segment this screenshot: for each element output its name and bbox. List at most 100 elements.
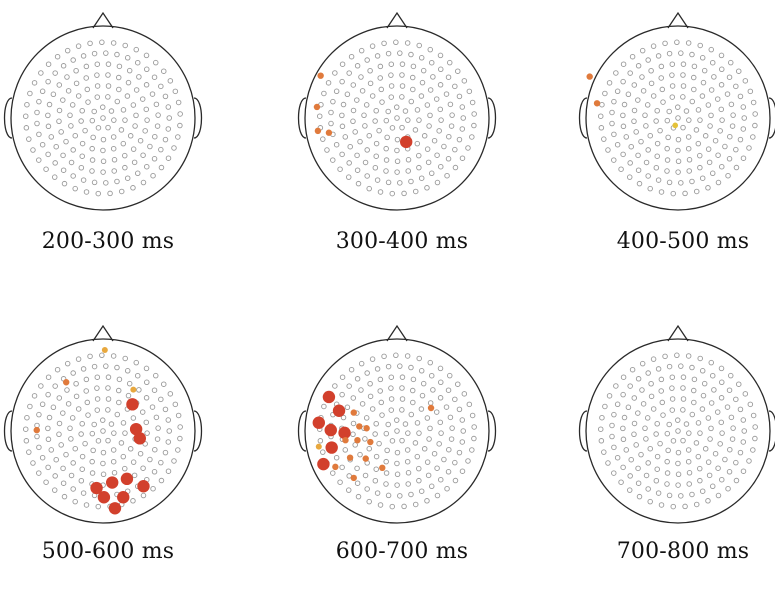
electrode (372, 431, 378, 437)
electrode (427, 425, 433, 432)
electrode (750, 447, 756, 453)
electrode (50, 404, 57, 411)
significant-electrode-medium (427, 404, 435, 412)
electrode (685, 447, 692, 453)
electrode (115, 74, 122, 81)
electrode (65, 88, 72, 94)
electrode (339, 123, 346, 130)
electrode (424, 459, 431, 465)
electrode (430, 74, 436, 80)
electrode (83, 75, 89, 81)
electrode (674, 417, 681, 423)
electrode (601, 449, 607, 455)
electrode (635, 167, 642, 173)
electrode (103, 363, 109, 369)
significant-electrode-medium (33, 426, 40, 434)
electrode (452, 459, 458, 466)
electrode (691, 399, 697, 406)
electrode (627, 160, 633, 166)
electrode (389, 503, 395, 510)
time-window-label: 600-700 ms (335, 539, 469, 564)
electrode (383, 117, 390, 124)
significant-electrode-medium (586, 73, 593, 80)
electrode (410, 63, 417, 70)
electrode (105, 83, 112, 89)
significant-electrode-medium (346, 454, 354, 461)
electrode (638, 451, 644, 458)
electrode (45, 78, 51, 85)
electrode (165, 417, 172, 423)
electrode (657, 440, 663, 447)
electrode (606, 393, 613, 399)
electrode (680, 72, 686, 78)
electrode (625, 91, 632, 98)
electrode (348, 53, 355, 60)
significant-electrode-medium (354, 437, 361, 444)
electrode (137, 137, 144, 144)
electrode (152, 133, 158, 140)
electrode (381, 353, 387, 360)
electrode (34, 120, 40, 127)
electrode (626, 174, 633, 180)
electrode (162, 406, 169, 413)
electrode (130, 415, 137, 421)
electrode (438, 117, 444, 123)
electrode (133, 46, 139, 53)
electrode (609, 433, 615, 440)
electrode (116, 63, 123, 70)
electrode (172, 401, 179, 408)
electrode (111, 117, 117, 123)
electrode (416, 465, 422, 472)
electrode (471, 122, 477, 129)
electrode (388, 396, 395, 402)
electrode (416, 164, 422, 171)
electrode (56, 107, 63, 114)
electrode (727, 59, 734, 66)
electrode (416, 430, 422, 436)
electrode (373, 107, 379, 114)
electrode (67, 112, 73, 119)
electrode (669, 407, 676, 413)
electrode (332, 70, 338, 76)
electrode (680, 83, 687, 89)
electrode (697, 430, 703, 436)
electrode (430, 387, 436, 393)
electrode (372, 118, 378, 124)
electrode (706, 159, 713, 166)
electrode (69, 415, 76, 421)
electrode (636, 180, 643, 187)
electrode (91, 108, 97, 115)
electrode (599, 414, 605, 421)
electrode (347, 143, 353, 150)
electrode (133, 87, 140, 93)
electrode (366, 445, 372, 452)
electrode (46, 414, 53, 421)
electrode (100, 428, 106, 434)
electrode (643, 472, 650, 479)
electrode (158, 83, 164, 90)
electrode (746, 145, 752, 151)
electrode (448, 123, 455, 129)
electrode (405, 481, 411, 487)
electrode (68, 472, 75, 479)
electrode (80, 53, 87, 59)
electrode (633, 442, 639, 448)
electrode (654, 453, 661, 460)
nose-outline (92, 11, 114, 29)
electrode (454, 68, 461, 74)
electrode (627, 473, 633, 479)
electrode (124, 55, 131, 61)
electrode (122, 42, 128, 49)
electrode (707, 436, 713, 442)
electrode (354, 97, 360, 103)
electrode (665, 447, 671, 454)
electrode (428, 372, 435, 379)
electrode (373, 140, 380, 147)
electrode (321, 403, 327, 410)
electrode (689, 491, 695, 498)
electrode (122, 164, 128, 171)
electrode (420, 67, 427, 74)
electrode (330, 157, 336, 163)
electrode (172, 88, 179, 95)
electrode (75, 43, 82, 49)
